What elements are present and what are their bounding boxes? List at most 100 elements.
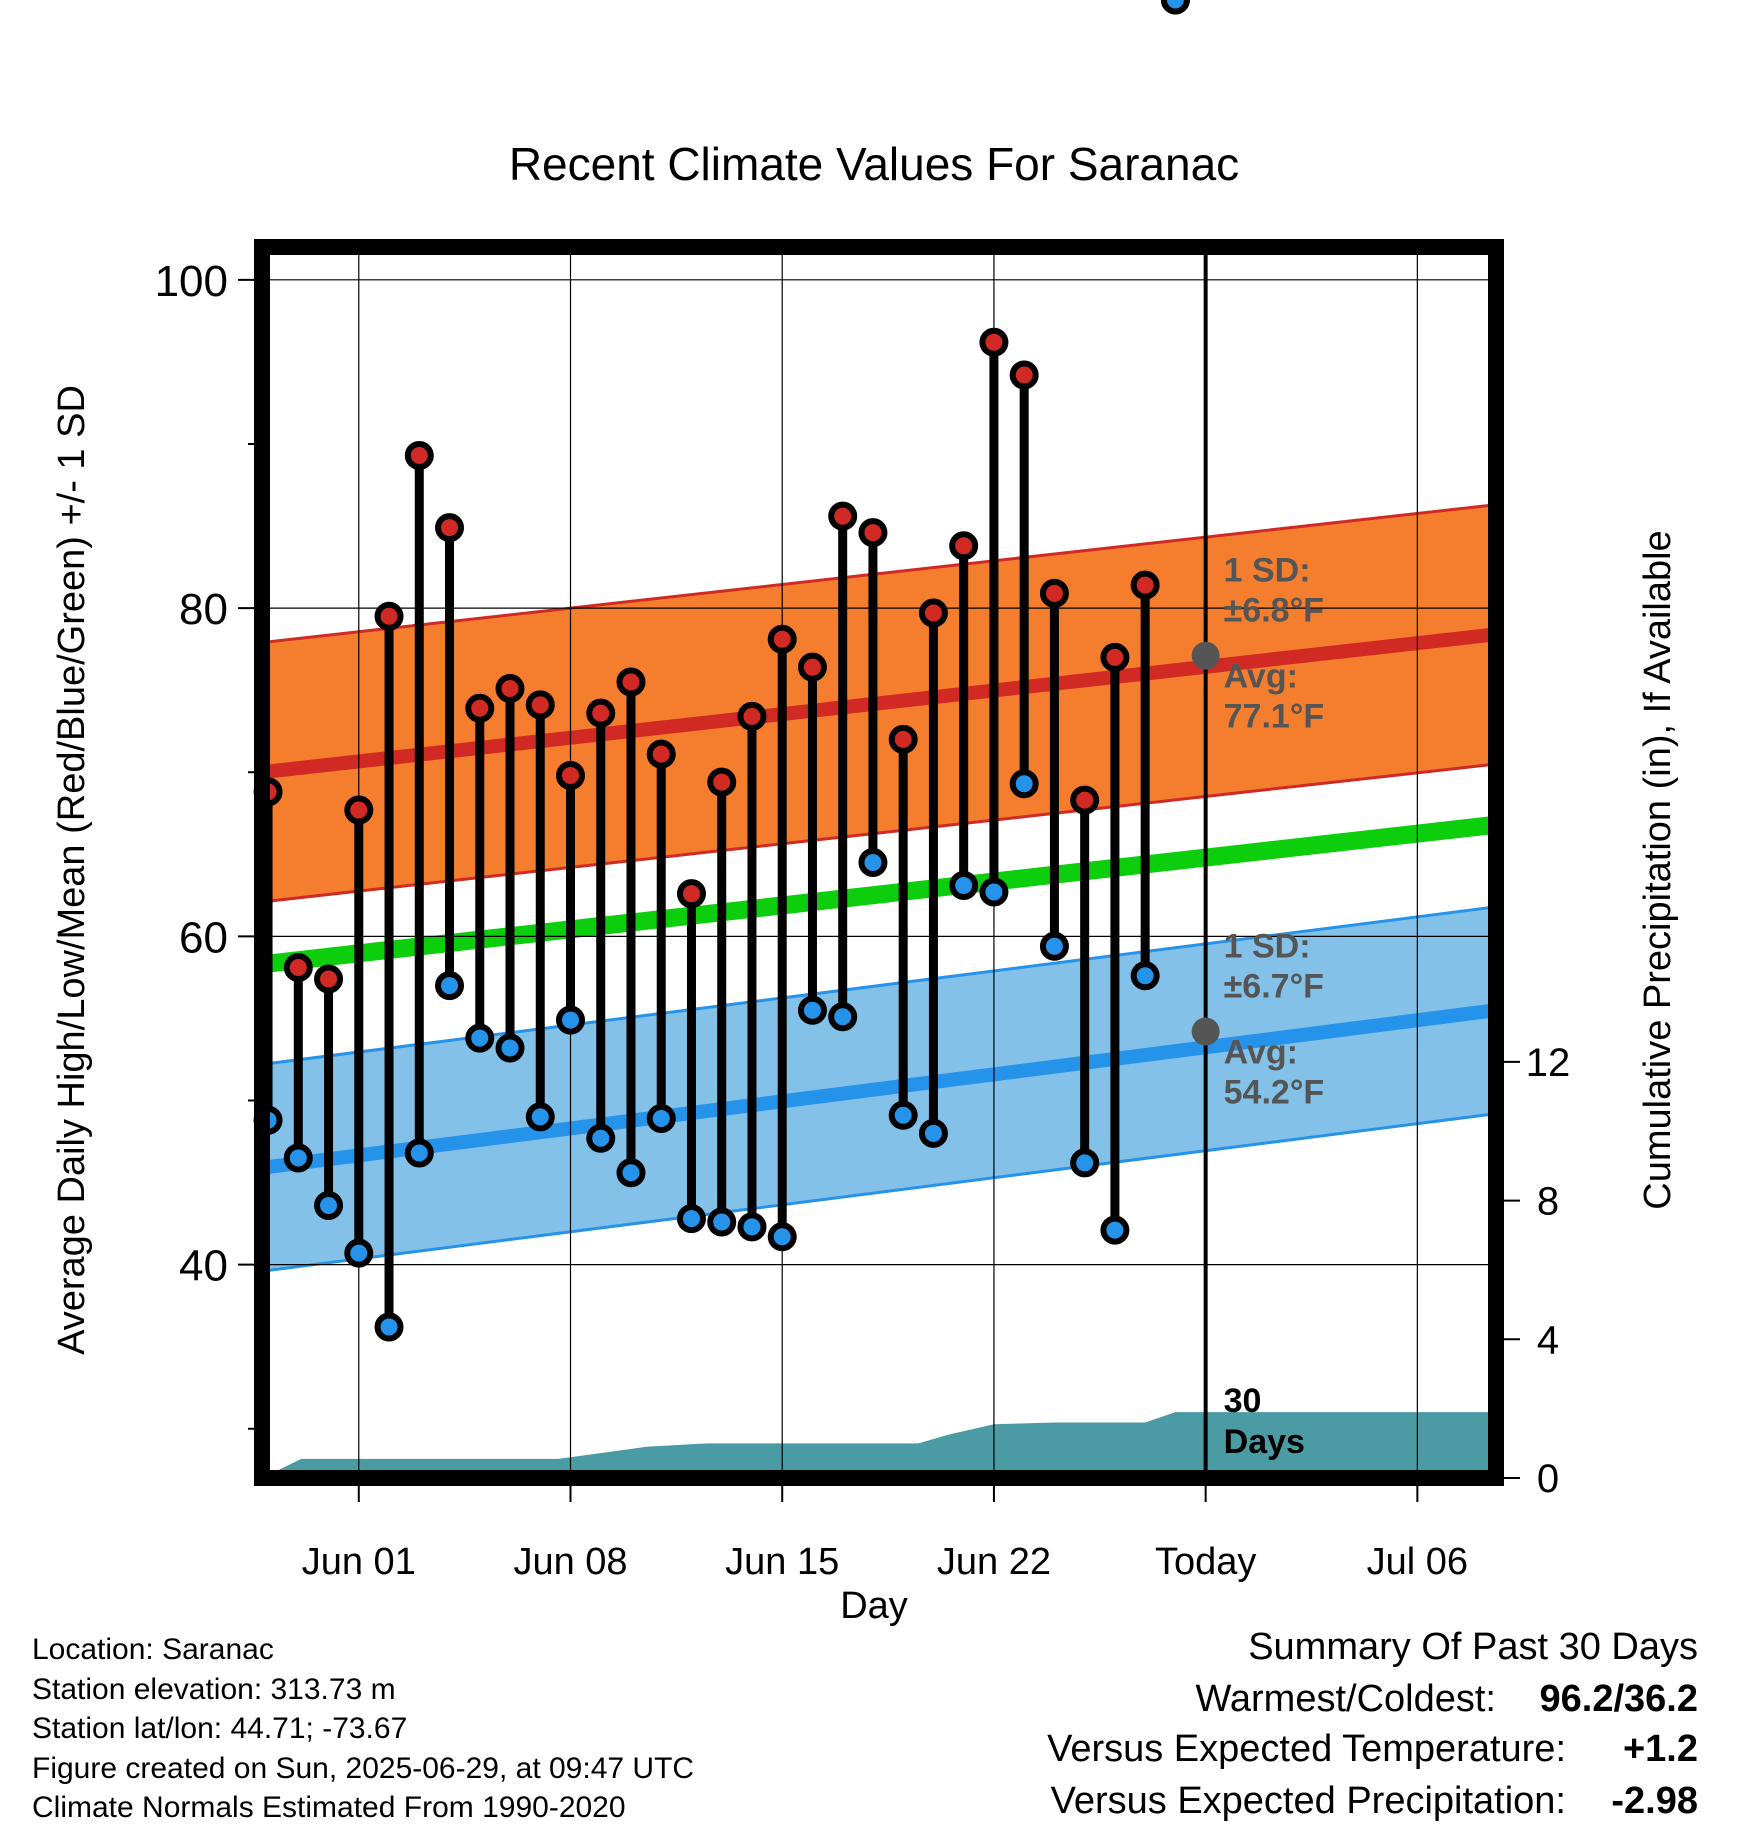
daily-high-point bbox=[676, 879, 706, 909]
daily-high-point bbox=[586, 698, 616, 728]
daily-low-point bbox=[1130, 961, 1160, 991]
daily-low-point bbox=[525, 1102, 555, 1132]
y-right-tick-label: 0 bbox=[1537, 1457, 1559, 1501]
summary-precip-label: Versus Expected Precipitation: bbox=[1051, 1780, 1566, 1822]
daily-high-point bbox=[707, 767, 737, 797]
annotation-days-count: 30 bbox=[1224, 1382, 1262, 1420]
precipitation-area bbox=[262, 1412, 1496, 1478]
daily-low-point bbox=[646, 1104, 676, 1134]
plot-border bbox=[254, 239, 1504, 1486]
daily-low-point bbox=[344, 1238, 374, 1268]
normal-mean-line bbox=[260, 815, 1498, 974]
x-tick-label: Today bbox=[1155, 1541, 1256, 1583]
info-latlon: Station lat/lon: 44.71; -73.67 bbox=[32, 1712, 407, 1745]
x-tick-label: Jun 15 bbox=[725, 1541, 839, 1583]
daily-high-point bbox=[797, 652, 827, 682]
annotation-low-avg-value: 54.2°F bbox=[1224, 1074, 1325, 1112]
daily-low-point bbox=[314, 1191, 344, 1221]
today-high-avg-marker bbox=[1191, 641, 1220, 670]
y-axis-label-right: Cumulative Precipitation (in), If Availa… bbox=[1637, 530, 1679, 1209]
info-normals: Climate Normals Estimated From 1990-2020 bbox=[32, 1791, 626, 1824]
x-tick-label: Jun 22 bbox=[937, 1541, 1051, 1583]
daily-high-point bbox=[1070, 785, 1100, 815]
annotation-high-sd-value: ±6.8°F bbox=[1224, 592, 1324, 630]
today-low-avg-marker bbox=[1191, 1017, 1220, 1046]
x-tick-label: Jul 06 bbox=[1367, 1541, 1468, 1583]
daily-high-point bbox=[888, 724, 918, 754]
info-elevation: Station elevation: 313.73 m bbox=[32, 1673, 396, 1706]
summary-warm-cold-value: 96.2/36.2 bbox=[1540, 1678, 1698, 1720]
y-tick-label: 60 bbox=[179, 913, 228, 962]
daily-high-point bbox=[858, 518, 888, 548]
daily-high-point bbox=[495, 674, 525, 704]
daily-high-point bbox=[556, 761, 585, 791]
annotation-low-sd-value: ±6.7°F bbox=[1224, 968, 1324, 1006]
x-tick-label: Jun 01 bbox=[302, 1541, 416, 1583]
annotation-days-label: Days bbox=[1224, 1423, 1305, 1461]
daily-high-point bbox=[828, 501, 858, 531]
daily-low-point bbox=[616, 1158, 646, 1188]
summary-temp-value: +1.2 bbox=[1623, 1728, 1698, 1770]
daily-high-point bbox=[616, 667, 646, 697]
daily-high-point bbox=[344, 795, 374, 825]
daily-low-point bbox=[858, 848, 888, 877]
chart-title: Recent Climate Values For Saranac bbox=[509, 138, 1239, 190]
plot-frame bbox=[254, 239, 1504, 1486]
daily-low-point bbox=[707, 1207, 737, 1237]
daily-low-point bbox=[495, 1033, 525, 1063]
daily-high-point bbox=[979, 327, 1009, 357]
summary-precip-value: -2.98 bbox=[1611, 1780, 1698, 1822]
normal-low-line bbox=[261, 1003, 1497, 1175]
daily-high-point bbox=[737, 701, 767, 731]
daily-high-point bbox=[1039, 578, 1069, 608]
daily-low-point bbox=[1039, 931, 1069, 961]
x-tick-label: Jun 08 bbox=[513, 1541, 627, 1583]
daily-low-point bbox=[918, 1118, 948, 1148]
cumulative-precip-area bbox=[262, 1412, 1496, 1478]
daily-high-point bbox=[949, 531, 979, 561]
daily-low-point bbox=[1070, 1148, 1100, 1178]
daily-low-point bbox=[1160, 0, 1190, 15]
y-tick-label: 80 bbox=[179, 585, 228, 634]
daily-low-point bbox=[888, 1100, 918, 1130]
summary-temp-label: Versus Expected Temperature: bbox=[1047, 1728, 1566, 1770]
daily-points bbox=[253, 0, 1190, 1342]
annotation-high-sd-label: 1 SD: bbox=[1224, 552, 1311, 590]
daily-high-point bbox=[374, 601, 404, 631]
daily-high-point bbox=[918, 598, 948, 628]
info-location: Location: Saranac bbox=[32, 1633, 274, 1666]
daily-low-point bbox=[465, 1023, 495, 1053]
info-created: Figure created on Sun, 2025-06-29, at 09… bbox=[32, 1752, 694, 1785]
daily-low-point bbox=[404, 1138, 434, 1168]
annotation-low-avg-label: Avg: bbox=[1224, 1034, 1298, 1072]
y-right-tick-label: 8 bbox=[1537, 1180, 1559, 1224]
daily-high-point bbox=[767, 624, 797, 654]
daily-low-point bbox=[737, 1212, 767, 1242]
daily-low-point bbox=[435, 971, 465, 1001]
daily-low-point bbox=[586, 1123, 616, 1153]
y-axis-label-left: Average Daily High/Low/Mean (Red/Blue/Gr… bbox=[51, 385, 93, 1355]
axis-ticks: 40 60 80 100 0 4 8 12 Jun 01 Jun 08 Jun 15 Jun 22 To… bbox=[155, 257, 1571, 1583]
daily-low-point bbox=[797, 995, 827, 1025]
station-info: Location: Saranac Station elevation: 313… bbox=[32, 1633, 694, 1824]
daily-low-point bbox=[556, 1005, 585, 1035]
summary-warm-cold-label: Warmest/Coldest: bbox=[1195, 1678, 1496, 1720]
daily-high-point bbox=[1009, 360, 1039, 390]
normal-high-line bbox=[261, 627, 1497, 780]
summary-panel: Summary Of Past 30 Days Warmest/Coldest:… bbox=[1047, 1626, 1698, 1822]
daily-high-point bbox=[283, 953, 313, 983]
daily-range-bars bbox=[263, 342, 1150, 1327]
daily-low-point bbox=[1100, 1215, 1130, 1245]
annotation-high-avg-label: Avg: bbox=[1224, 658, 1298, 696]
daily-high-point bbox=[435, 513, 465, 543]
daily-low-point bbox=[949, 870, 979, 900]
daily-high-point bbox=[525, 690, 555, 720]
daily-low-point bbox=[374, 1312, 404, 1342]
daily-high-point bbox=[1100, 642, 1130, 672]
annotation-high-avg-value: 77.1°F bbox=[1224, 698, 1325, 736]
annotation-low-sd-label: 1 SD: bbox=[1224, 928, 1311, 966]
daily-low-point bbox=[676, 1204, 706, 1234]
daily-low-point bbox=[828, 1002, 858, 1032]
